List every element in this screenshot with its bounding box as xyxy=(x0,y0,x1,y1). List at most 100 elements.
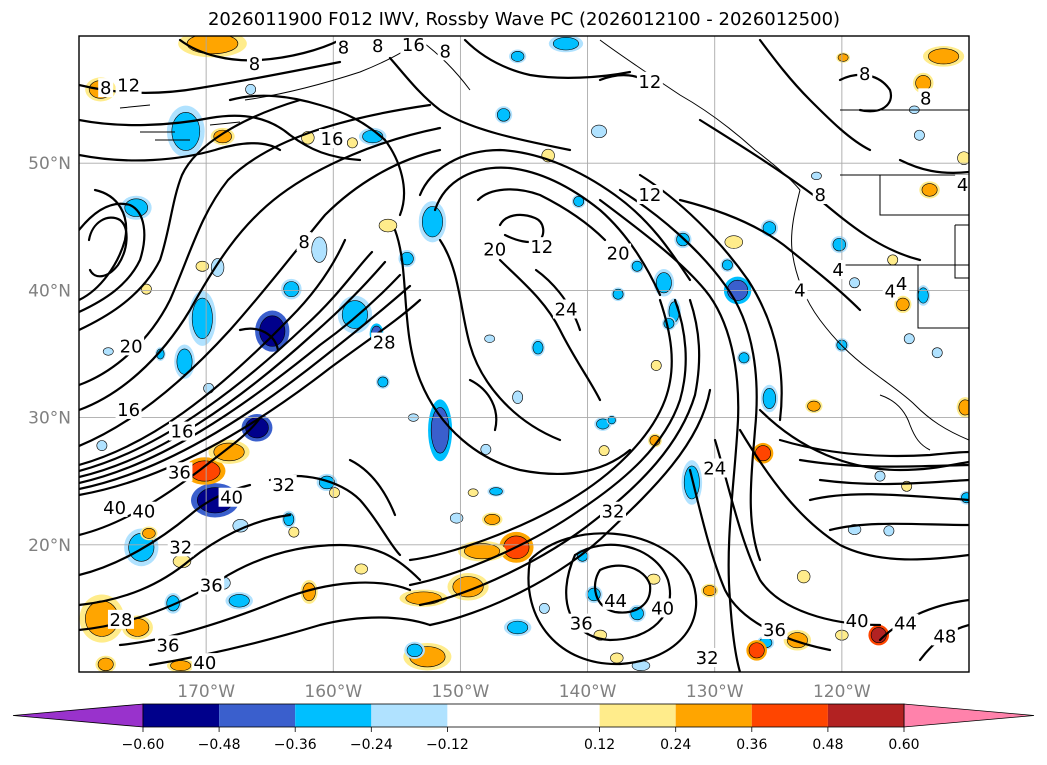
contour-label-bg xyxy=(649,598,676,618)
contour-line xyxy=(79,273,402,485)
pc-shade xyxy=(507,620,529,635)
contour-label: 8 xyxy=(249,54,260,75)
contour-label: 12 xyxy=(530,237,553,258)
contour-line xyxy=(598,198,742,672)
contour-label: 32 xyxy=(602,502,625,523)
pc-shade xyxy=(573,195,585,207)
contour-label-bg xyxy=(107,609,134,629)
contour-line xyxy=(348,458,397,517)
contour-label: 16 xyxy=(321,129,344,150)
colorbar-segment xyxy=(143,704,220,727)
contour-label-bg xyxy=(636,71,663,91)
contour-line xyxy=(418,298,701,607)
chart-title: 2026011900 F012 IWV, Rossby Wave PC (202… xyxy=(208,9,840,30)
contour-line xyxy=(79,202,146,314)
contour-label: 8 xyxy=(100,78,111,99)
y-tick-label: 30°N xyxy=(28,409,71,429)
contour-label: 8 xyxy=(298,232,309,253)
contour-label: 44 xyxy=(894,614,917,635)
contour-label: 8 xyxy=(372,36,383,57)
x-tick-label: 160°W xyxy=(304,682,362,702)
contour-label-bg xyxy=(918,88,934,108)
pc-shade xyxy=(887,254,899,266)
contour-label-bg xyxy=(701,458,728,478)
pc-shade xyxy=(722,259,733,271)
x-tick-label: 150°W xyxy=(432,682,490,702)
axis-tick-labels: 170°W 160°W 150°W 140°W 130°W 120°W 20°N 30°N 40… xyxy=(28,154,871,702)
contour-label: 4 xyxy=(896,274,907,295)
coastline xyxy=(599,39,801,191)
colorbar-tick-label: 0.12 xyxy=(584,737,615,753)
contour-label: 16 xyxy=(171,422,194,443)
pc-shade xyxy=(532,340,544,355)
pc-shade xyxy=(142,527,156,539)
colorbar-tick-label: −0.36 xyxy=(274,737,317,753)
pc-shade xyxy=(96,440,108,451)
contour-label: 8 xyxy=(439,41,450,62)
pc-shade xyxy=(650,360,662,371)
contour-line xyxy=(463,38,632,79)
contour-label: 36 xyxy=(570,614,593,635)
pc-shade xyxy=(832,237,846,252)
pc-shade xyxy=(213,129,232,144)
x-tick-label: 140°W xyxy=(559,682,617,702)
colorbar-segment xyxy=(751,704,828,727)
colorbar-segment xyxy=(675,704,752,727)
contour-label: 36 xyxy=(157,635,180,656)
contour-line xyxy=(79,148,442,448)
contour-line xyxy=(79,142,282,162)
contour-line xyxy=(534,268,582,332)
contour-label-bg xyxy=(761,620,788,640)
colorbar-tick-label: 0.60 xyxy=(888,737,919,753)
contour-line xyxy=(498,213,545,244)
contour-line xyxy=(798,458,969,468)
pc-shade xyxy=(807,400,821,412)
pc-shade xyxy=(102,347,114,356)
colorbar-tick-label: −0.24 xyxy=(350,737,393,753)
contour-label: 8 xyxy=(815,185,826,206)
coastline xyxy=(840,109,969,329)
y-tick-label: 20°N xyxy=(28,536,71,556)
pc-shade xyxy=(903,333,915,345)
contour-line xyxy=(433,166,662,297)
contour-line xyxy=(618,188,762,562)
contour-label: 12 xyxy=(638,185,661,206)
contour-line xyxy=(79,260,387,479)
contour-label-bg xyxy=(371,332,398,352)
contour-line xyxy=(593,564,652,614)
contour-label-bg xyxy=(552,299,579,319)
pc-shade xyxy=(213,442,245,462)
contour-label-bg xyxy=(115,399,142,419)
coastline xyxy=(879,394,931,451)
contour-label: 4 xyxy=(884,282,895,303)
pc-shade xyxy=(607,416,616,425)
contour-line xyxy=(79,188,128,302)
pc-shade xyxy=(724,235,743,249)
pc-shade xyxy=(283,281,300,298)
contour-label: 32 xyxy=(696,648,719,669)
pc-shade xyxy=(874,470,886,482)
colorbar-segment xyxy=(295,704,372,727)
contour-label-bg xyxy=(894,274,910,294)
colorbar-tick-label: 0.48 xyxy=(812,737,843,753)
colorbar-extend-low xyxy=(12,703,144,728)
map-frame xyxy=(78,35,970,673)
contour-label-bg xyxy=(882,281,898,301)
contour-line xyxy=(778,438,969,458)
pc-shade xyxy=(171,112,201,151)
pc-shade xyxy=(631,260,643,272)
contour-label-bg xyxy=(636,185,663,204)
contour-label-bg xyxy=(605,243,632,263)
pc-shade xyxy=(702,585,717,596)
colorbar-segment xyxy=(599,704,676,727)
pc-shade xyxy=(538,603,550,614)
pc-shade xyxy=(421,206,443,238)
colorbar-tick-label: 0.24 xyxy=(660,737,691,753)
contour-line xyxy=(79,416,262,537)
contour-label: 4 xyxy=(794,280,805,301)
pc-shade xyxy=(400,251,414,266)
pc-shade xyxy=(189,460,221,482)
contour-line xyxy=(738,428,969,561)
contour-line xyxy=(818,478,969,486)
